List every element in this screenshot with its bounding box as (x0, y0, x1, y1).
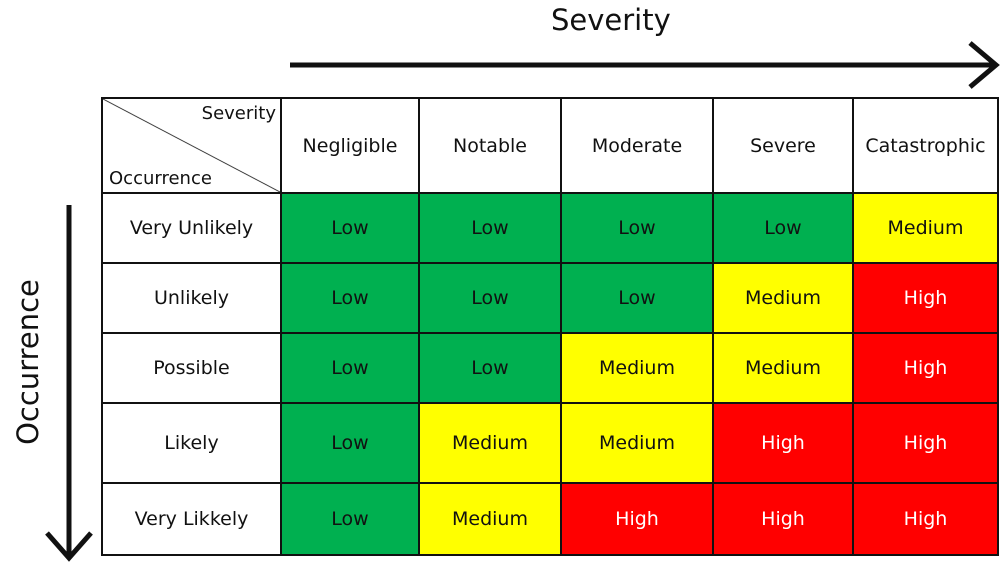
risk-cell: High (852, 482, 999, 556)
arrow-right-icon (290, 41, 1000, 89)
risk-cell: Medium (712, 262, 854, 334)
risk-cell: Low (560, 262, 714, 334)
risk-cell: Low (418, 192, 562, 264)
risk-cell: Medium (852, 192, 999, 264)
risk-cell: Low (280, 262, 420, 334)
risk-cell: High (712, 402, 854, 484)
occurrence-axis-title: Occurrence (11, 279, 45, 445)
risk-cell: High (852, 402, 999, 484)
severity-header: Notable (418, 97, 562, 194)
matrix-row: Very Likkely Low Medium High High High (101, 482, 999, 556)
risk-matrix: Severity Occurrence Negligible Notable M… (101, 97, 999, 556)
severity-header: Catastrophic (852, 97, 999, 194)
risk-cell: Medium (560, 332, 714, 404)
risk-cell: Low (280, 482, 420, 556)
risk-cell: Low (418, 262, 562, 334)
severity-header: Severe (712, 97, 854, 194)
severity-header: Negligible (280, 97, 420, 194)
risk-cell: Low (560, 192, 714, 264)
risk-cell: High (852, 262, 999, 334)
occurrence-header: Likely (101, 402, 282, 484)
risk-cell: Medium (418, 402, 562, 484)
severity-header: Moderate (560, 97, 714, 194)
arrow-down-icon (45, 205, 93, 562)
corner-cell: Severity Occurrence (101, 97, 282, 194)
risk-cell: Low (712, 192, 854, 264)
risk-cell: Medium (560, 402, 714, 484)
occurrence-header: Possible (101, 332, 282, 404)
risk-cell: Low (418, 332, 562, 404)
risk-cell: High (852, 332, 999, 404)
risk-cell: High (560, 482, 714, 556)
occurrence-header: Unlikely (101, 262, 282, 334)
risk-cell: Low (280, 402, 420, 484)
occurrence-header: Very Likkely (101, 482, 282, 556)
occurrence-header: Very Unlikely (101, 192, 282, 264)
matrix-row: Possible Low Low Medium Medium High (101, 332, 999, 404)
matrix-row: Likely Low Medium Medium High High (101, 402, 999, 484)
risk-cell: Medium (712, 332, 854, 404)
corner-occurrence-label: Occurrence (109, 168, 212, 189)
severity-axis-title: Severity (551, 3, 671, 37)
risk-cell: Medium (418, 482, 562, 556)
matrix-row: Very Unlikely Low Low Low Low Medium (101, 192, 999, 264)
risk-cell: High (712, 482, 854, 556)
severity-header-row: Severity Occurrence Negligible Notable M… (101, 97, 999, 194)
risk-cell: Low (280, 332, 420, 404)
risk-cell: Low (280, 192, 420, 264)
corner-severity-label: Severity (201, 103, 276, 124)
matrix-row: Unlikely Low Low Low Medium High (101, 262, 999, 334)
